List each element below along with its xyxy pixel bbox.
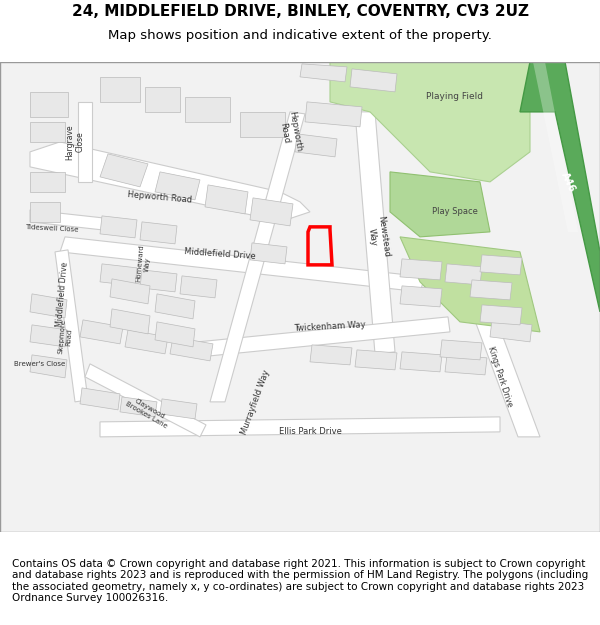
Polygon shape xyxy=(30,172,65,192)
Polygon shape xyxy=(445,355,487,375)
Polygon shape xyxy=(125,330,168,354)
Text: Homeward
Way: Homeward Way xyxy=(136,244,152,283)
Polygon shape xyxy=(490,320,532,342)
Polygon shape xyxy=(400,352,442,372)
Text: Middlefield Drive: Middlefield Drive xyxy=(184,247,256,261)
Polygon shape xyxy=(400,259,442,280)
Polygon shape xyxy=(198,317,450,357)
Polygon shape xyxy=(30,294,67,318)
Text: Murrayfield Way: Murrayfield Way xyxy=(239,368,271,436)
Polygon shape xyxy=(145,87,180,112)
Polygon shape xyxy=(110,279,150,304)
Polygon shape xyxy=(310,345,352,365)
Polygon shape xyxy=(400,286,442,307)
Text: A46: A46 xyxy=(559,170,577,194)
Polygon shape xyxy=(140,222,177,244)
Polygon shape xyxy=(445,264,482,285)
Text: Hepworth Road: Hepworth Road xyxy=(127,189,193,204)
Polygon shape xyxy=(300,64,347,82)
Polygon shape xyxy=(240,112,285,137)
Polygon shape xyxy=(100,417,500,437)
Polygon shape xyxy=(210,112,305,402)
Polygon shape xyxy=(350,69,397,92)
Polygon shape xyxy=(180,276,217,298)
Text: Kings Park Drive: Kings Park Drive xyxy=(486,346,514,408)
Polygon shape xyxy=(30,142,310,222)
Polygon shape xyxy=(100,77,140,102)
Polygon shape xyxy=(100,264,137,286)
Polygon shape xyxy=(205,185,248,214)
Polygon shape xyxy=(30,355,67,378)
Text: Middlefield Drive: Middlefield Drive xyxy=(55,261,70,327)
Polygon shape xyxy=(250,243,287,264)
Polygon shape xyxy=(400,237,540,332)
Text: Map shows position and indicative extent of the property.: Map shows position and indicative extent… xyxy=(108,29,492,42)
Polygon shape xyxy=(355,112,395,354)
Polygon shape xyxy=(155,172,200,200)
Polygon shape xyxy=(295,134,337,157)
Polygon shape xyxy=(390,172,490,237)
Polygon shape xyxy=(440,340,482,360)
Polygon shape xyxy=(305,102,362,127)
Polygon shape xyxy=(55,250,88,402)
Polygon shape xyxy=(30,92,68,117)
Polygon shape xyxy=(30,202,60,222)
Polygon shape xyxy=(60,237,425,292)
Polygon shape xyxy=(78,102,92,182)
Text: Twickenham Way: Twickenham Way xyxy=(294,321,366,333)
Polygon shape xyxy=(80,388,120,410)
Text: Hepworth
Road: Hepworth Road xyxy=(277,110,303,154)
Text: Claywood
Brookes Lane: Claywood Brookes Lane xyxy=(124,394,172,429)
Polygon shape xyxy=(30,210,121,232)
Text: Playing Field: Playing Field xyxy=(427,92,484,101)
Polygon shape xyxy=(100,154,148,187)
Polygon shape xyxy=(85,364,206,437)
Polygon shape xyxy=(480,255,522,275)
Text: 24, MIDDLEFIELD DRIVE, BINLEY, COVENTRY, CV3 2UZ: 24, MIDDLEFIELD DRIVE, BINLEY, COVENTRY,… xyxy=(71,4,529,19)
Polygon shape xyxy=(155,322,195,347)
Polygon shape xyxy=(140,270,177,292)
Polygon shape xyxy=(355,350,397,370)
Polygon shape xyxy=(30,325,67,347)
Polygon shape xyxy=(250,198,293,226)
Text: Hargrave
Close: Hargrave Close xyxy=(65,124,85,159)
Polygon shape xyxy=(155,294,195,319)
Text: Contains OS data © Crown copyright and database right 2021. This information is : Contains OS data © Crown copyright and d… xyxy=(12,559,588,603)
Polygon shape xyxy=(80,320,123,344)
Polygon shape xyxy=(480,305,522,325)
Polygon shape xyxy=(120,397,157,417)
Polygon shape xyxy=(100,216,137,238)
Text: Skepmore
Road: Skepmore Road xyxy=(58,319,74,355)
Polygon shape xyxy=(330,62,530,182)
Text: Brewer's Close: Brewer's Close xyxy=(14,361,65,367)
Polygon shape xyxy=(470,280,512,300)
Polygon shape xyxy=(468,302,540,437)
Polygon shape xyxy=(160,399,197,419)
Text: Ellis Park Drive: Ellis Park Drive xyxy=(278,428,341,436)
Polygon shape xyxy=(170,337,213,361)
Polygon shape xyxy=(110,309,150,334)
Polygon shape xyxy=(533,62,578,232)
Polygon shape xyxy=(30,122,65,142)
Text: Newstead
Way: Newstead Way xyxy=(365,215,391,259)
Text: Play Space: Play Space xyxy=(432,208,478,216)
Text: Tideswell Close: Tideswell Close xyxy=(25,224,79,233)
Polygon shape xyxy=(520,62,600,312)
Polygon shape xyxy=(185,97,230,122)
